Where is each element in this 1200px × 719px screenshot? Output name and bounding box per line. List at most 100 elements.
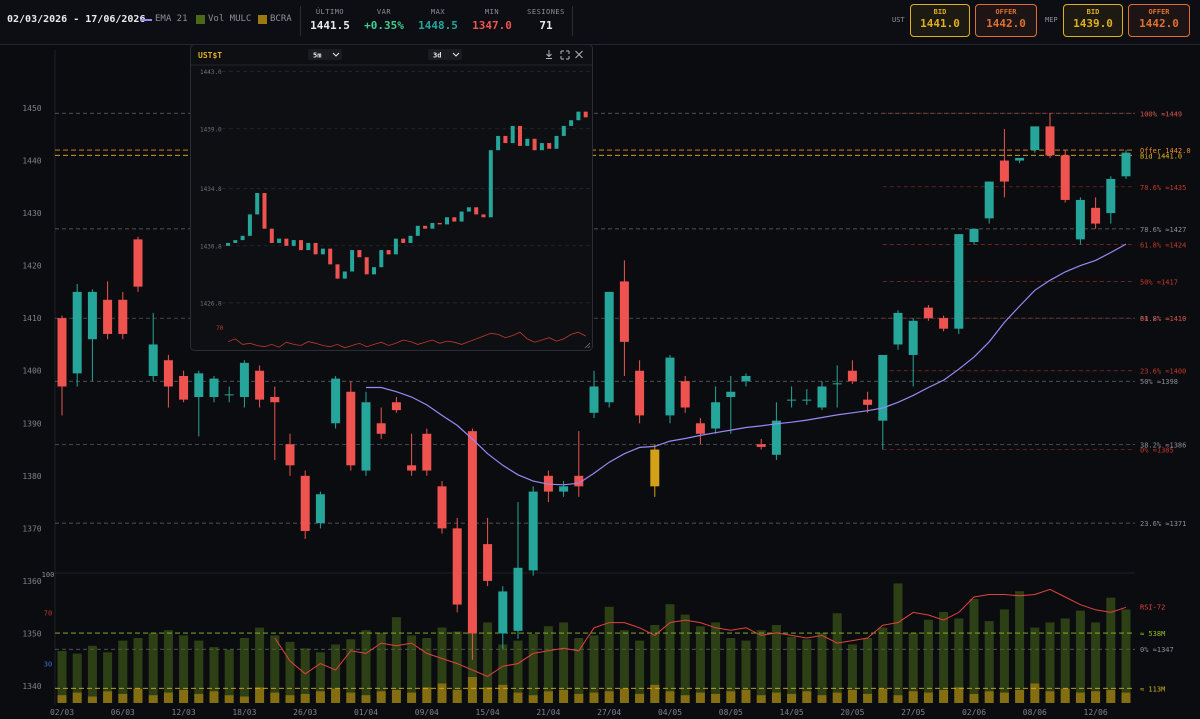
interval-select[interactable]: 5m (308, 49, 342, 60)
y-tick-label: 1400 (22, 367, 41, 376)
candle-body (847, 370, 857, 382)
candle-body (984, 181, 994, 219)
x-tick-label: 27/05 (901, 708, 925, 717)
quote-level-label: Bid 1441.0 (1140, 152, 1182, 160)
candle-body (817, 386, 827, 408)
expand-icon[interactable] (560, 50, 570, 60)
x-tick-label: 09/04 (415, 708, 439, 717)
bcra-bar (635, 693, 645, 703)
volume-bar (1045, 622, 1055, 703)
candle-body (118, 299, 128, 334)
fib-label: 50% ≈1417 (1140, 278, 1178, 286)
bid-button[interactable]: BID 1441.0 (910, 4, 970, 37)
stat-label: ÚLTIMO (315, 8, 345, 16)
volume-bar (604, 606, 614, 703)
volume-bar (270, 635, 280, 703)
candle-body (695, 423, 705, 434)
volume-bar (908, 632, 918, 703)
volume-bar (179, 635, 189, 703)
volume-bar (878, 627, 888, 703)
y-tick-label: 1430 (22, 209, 41, 218)
candle-body (561, 125, 566, 136)
candle-body (1045, 126, 1055, 156)
candle-body (554, 135, 559, 149)
volume-bar (817, 632, 827, 703)
stat-label: VAR (376, 8, 392, 16)
bid-button[interactable]: BID 1439.0 (1063, 4, 1123, 37)
bcra-bar (315, 691, 325, 703)
candle-body (539, 143, 544, 151)
rsi-tick-label: 70 (44, 609, 52, 617)
download-icon[interactable] (546, 50, 552, 59)
candle-body (999, 160, 1009, 182)
range-select-arrow (452, 52, 460, 57)
candle-body (163, 360, 173, 387)
bcra-bar (969, 693, 979, 703)
candle-body (528, 491, 538, 571)
candle-body (878, 354, 888, 421)
inset-title: UST$T (198, 51, 222, 60)
fib-label: 100% ≈1449 (1140, 110, 1182, 118)
y-tick-label: 1370 (22, 524, 41, 533)
candle-body (547, 143, 552, 149)
bid-value: 1439.0 (1073, 17, 1113, 30)
bcra-bar (270, 692, 280, 703)
candle-body (391, 402, 401, 411)
candle-body (619, 281, 629, 342)
volume-bar (148, 632, 158, 703)
stat-label: SESIONES (527, 8, 565, 16)
bcra-bar (209, 691, 219, 703)
interval-select-label: 5m (313, 52, 321, 60)
candle-body (255, 193, 260, 215)
x-tick-label: 15/04 (476, 708, 500, 717)
x-tick-label: 08/05 (719, 708, 743, 717)
candle-body (635, 370, 645, 416)
volume-bar (300, 648, 310, 703)
inset-y-tick-label: 1426.8 (200, 300, 222, 307)
separator (572, 6, 573, 36)
candle-body (452, 528, 462, 605)
bcra-bar (741, 690, 751, 703)
offer-button[interactable]: OFFER 1442.0 (1128, 4, 1190, 37)
volume-bar (847, 644, 857, 703)
volume-bar (1106, 597, 1116, 703)
bcra-bar (665, 691, 675, 703)
candle-body (1121, 152, 1131, 177)
y-tick-label: 1350 (22, 629, 41, 638)
candle-body (802, 399, 812, 401)
bcra-bar (361, 695, 371, 703)
candle-body (372, 267, 376, 275)
candle-body (741, 375, 751, 382)
x-tick-label: 02/03 (50, 708, 74, 717)
range-select[interactable]: 3d (428, 49, 462, 60)
candle-body (1060, 155, 1070, 200)
candle-body (467, 431, 477, 634)
bcra-bar (483, 687, 493, 703)
bcra-bar (148, 695, 158, 703)
close-icon[interactable] (575, 50, 583, 59)
x-tick-label: 27/04 (597, 708, 621, 717)
fib-label: 38.2% ≈1386 (1140, 441, 1186, 449)
volume-bar (452, 631, 462, 703)
x-tick-label: 01/04 (354, 708, 378, 717)
inset-y-tick-label: 1443.0 (200, 69, 222, 76)
candle-body (393, 238, 398, 255)
legend-label: EMA 21 (155, 14, 188, 24)
candle-body (474, 207, 479, 215)
bcra-bar (1045, 691, 1055, 703)
offer-button[interactable]: OFFER 1442.0 (975, 4, 1037, 37)
bcra-bar (239, 696, 249, 703)
candle-body (386, 250, 391, 255)
bcra-bar (893, 695, 903, 703)
candle-body (969, 228, 979, 242)
ema-line (366, 243, 1127, 486)
toolbar: 02/03/2026 - 17/06/2026 EMA 21 Vol MULC BCR… (0, 0, 1200, 45)
candle-body (532, 138, 537, 151)
bcra-bar (194, 693, 204, 703)
bcra-bar (376, 691, 386, 703)
interval-select-arrow (332, 52, 340, 57)
bcra-bar (300, 693, 310, 703)
legend-swatch (196, 15, 205, 24)
candle-body (954, 234, 964, 329)
